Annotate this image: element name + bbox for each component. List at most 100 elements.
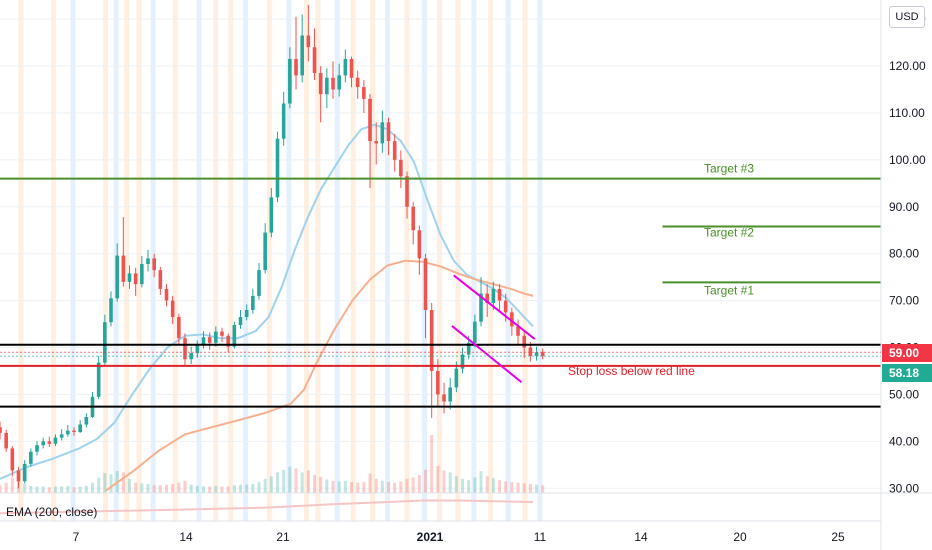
candle-body [201,337,206,346]
candle-body [29,451,33,464]
x-tick-label: 14 [179,530,193,544]
candle-body [454,368,459,388]
volume-bar [183,480,187,493]
volume-bar [362,482,366,493]
candle-body [405,176,409,207]
volume-bar [313,474,317,493]
candle-body [41,441,45,446]
volume-bar [436,465,440,493]
candle-body [312,47,317,74]
candle-body [59,434,64,438]
x-tick-label: 11 [534,530,547,544]
volume-bar [257,482,261,493]
candle-body [140,264,144,285]
volume-bar [202,486,206,493]
volume-bar [232,485,236,493]
candle-body [288,58,292,104]
candle-body [349,58,354,78]
session-band [286,0,292,521]
y-axis-ticks: 30.0040.0050.0060.0070.0080.0090.00100.0… [889,12,926,495]
volume-bar [306,470,310,493]
candle-body [528,347,533,356]
session-bands [18,0,543,521]
candle-body [121,255,126,282]
candle-body [392,141,397,160]
candle-body [183,338,187,360]
candle-body [78,424,82,432]
volume-bar [165,484,169,493]
volume-bar [461,478,465,493]
candle-body [4,432,8,449]
volume-bar [380,480,384,493]
currency-button[interactable]: USD [889,6,925,28]
volume-bar [504,481,508,493]
price-tag-box [882,344,932,362]
session-band [384,0,390,521]
y-tick-label: 120.00 [889,59,926,73]
session-band [136,0,142,521]
candle-body [72,430,76,432]
volume-bar [350,482,354,493]
volume-bar [491,478,495,493]
volume-bar [300,472,304,493]
session-band [51,0,57,521]
volume-bar [214,485,218,493]
session-band [315,0,321,521]
volume-bar [208,486,212,493]
candle-body [479,293,483,322]
volume-bar [0,485,2,493]
candle-body [251,295,255,310]
x-tick-label: 20 [733,530,747,544]
volume-bar [467,480,471,493]
candle-body [473,321,477,343]
volume-bar [498,480,502,493]
candle-body [103,322,107,363]
horizontal-levels[interactable]: Target #3 Target #2 Target #1 Stop loss bel… [0,162,881,408]
volume-bar [60,486,64,493]
volume-bar [454,476,458,493]
volume-bar [473,477,477,493]
candle-body [380,122,385,144]
candle-body [152,258,156,271]
session-band [124,0,130,521]
volume-bar [158,485,162,493]
candle-body [189,353,193,360]
session-band [370,0,376,521]
candle-body [66,430,70,435]
candle-body [244,310,249,318]
volume-bar [282,469,286,493]
volume-bar [245,484,249,493]
volume-bar [269,476,273,493]
ema-orange-line [105,259,534,492]
candle-body [127,273,132,282]
candle-body [275,138,280,198]
session-band [172,0,178,521]
candle-body [300,35,304,76]
candle-body [10,448,15,471]
candle-body [281,103,286,139]
candle-body [269,197,274,233]
volume-bar [541,485,545,493]
volume-bar [128,478,132,493]
volume-bar [288,466,292,493]
x-tick-label: 7 [73,530,80,544]
volume-bar [35,486,39,493]
candle-body [411,206,415,231]
volume-bar [72,487,76,493]
level-label: Stop loss below red line [568,364,695,378]
volume-bar [516,482,520,493]
candle-body [177,317,181,339]
channel-lines[interactable] [451,274,536,384]
level-label: Target #2 [704,225,754,239]
session-band [522,0,528,521]
candle-body [53,437,58,444]
level-label: Target #3 [704,162,754,176]
price-tags: 59.00 58.18 [0,344,932,382]
candle-body [207,337,212,343]
candle-body [195,345,200,354]
volume-bar [29,485,33,493]
candle-body [232,325,237,347]
candles [0,5,545,489]
candle-body [84,416,89,425]
